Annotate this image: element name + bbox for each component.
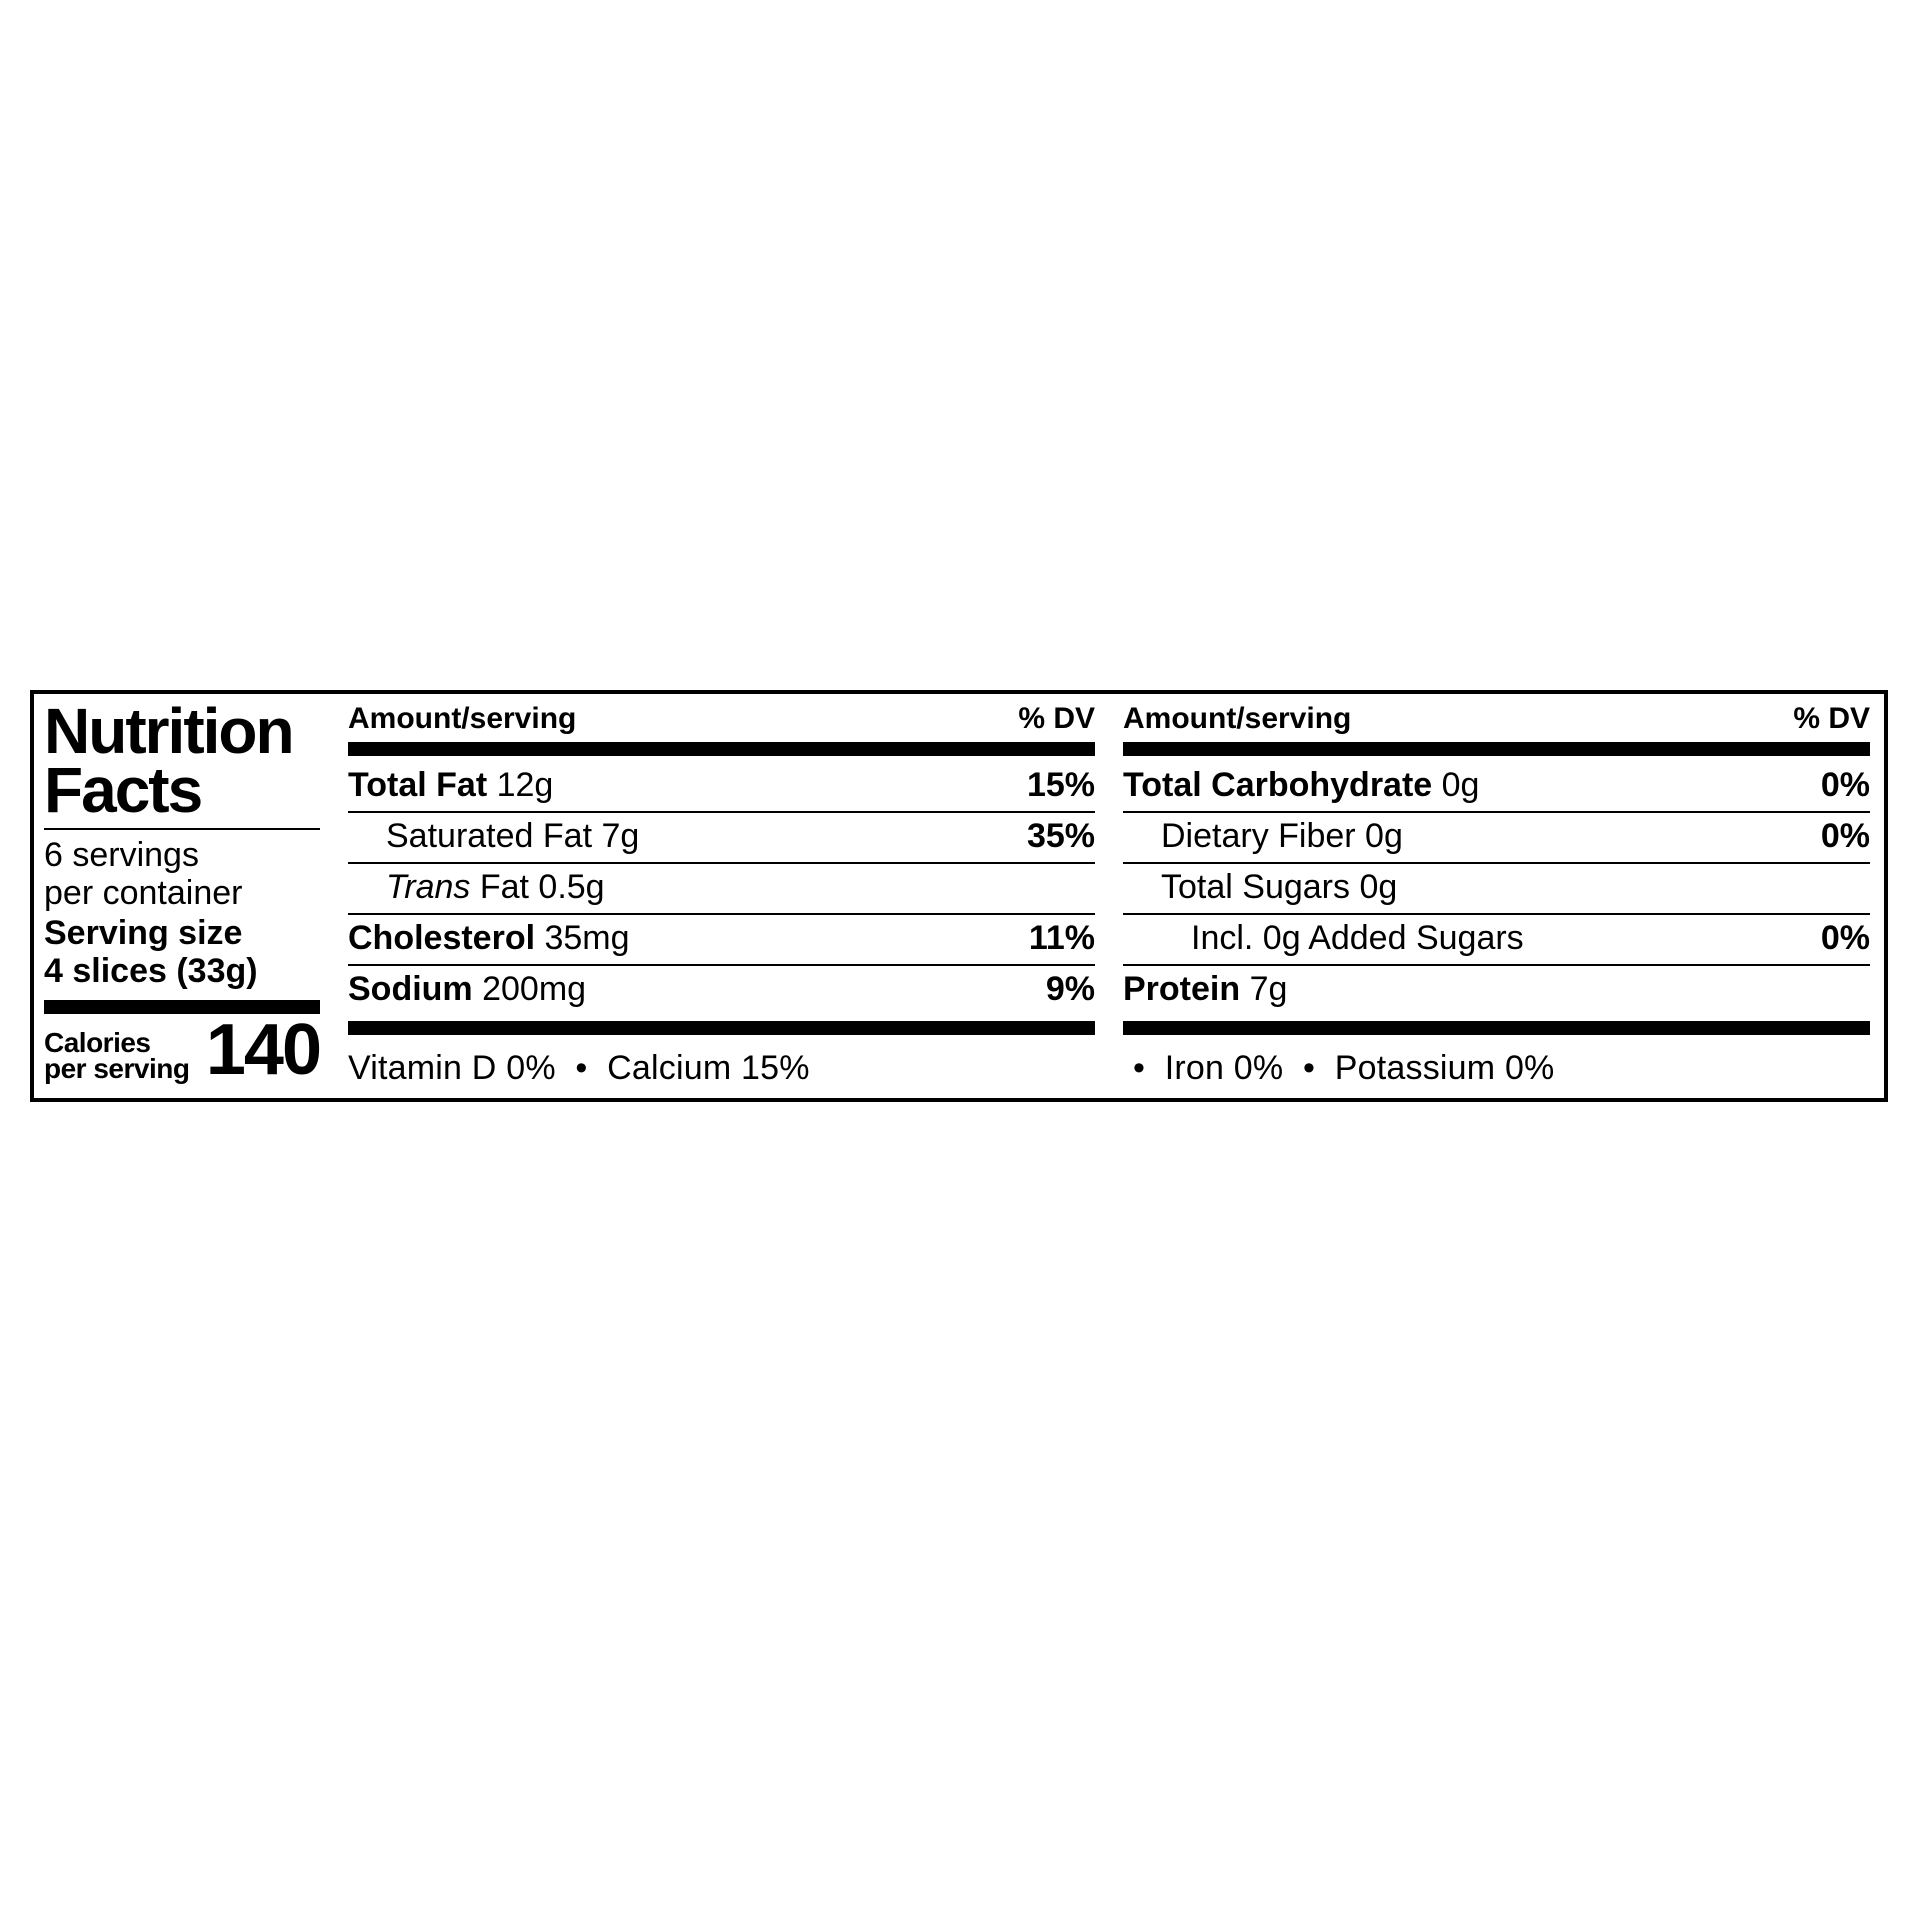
calories-l1: Calories [44,1030,189,1057]
nutrient-label: Total Carbohydrate 0g [1123,766,1479,805]
nutrient-dv: 0% [1821,919,1870,958]
nutrient-dv: 35% [1027,817,1095,856]
vitamins-row-left: Vitamin D 0% • Calcium 15% [348,1041,1095,1088]
nutrient-label: Total Fat 12g [348,766,553,805]
bullet-icon: • [1293,1049,1325,1087]
panel-title: Nutrition Facts [44,702,320,820]
vitamin-d: Vitamin D 0% [348,1049,556,1087]
header-dv: % DV [1018,702,1095,736]
nutrient-column-1: Amount/serving % DV Total Fat 12g 15% Sa… [334,694,1109,1098]
total-sugars-row: Total Sugars 0g [1123,864,1870,915]
calories-value: 140 [206,1018,320,1083]
calories-row: Calories per serving 140 [44,1018,320,1083]
serving-size: Serving size 4 slices (33g) [44,914,320,990]
nutrient-label: Trans Fat 0.5g [348,868,605,907]
vitamins-row-right: • Iron 0% • Potassium 0% [1123,1041,1870,1088]
calories-label: Calories per serving [44,1030,189,1083]
nutrient-label: Protein 7g [1123,970,1287,1009]
servings-l1: 6 servings [44,836,199,874]
servings-l2: per container [44,874,242,912]
column-header: Amount/serving % DV [348,702,1095,736]
nutrient-dv: 9% [1046,970,1095,1009]
total-carb-row: Total Carbohydrate 0g 0% [1123,762,1870,813]
nutrient-dv: 15% [1027,766,1095,805]
trans-fat-row: Trans Fat 0.5g [348,864,1095,915]
thick-divider [348,742,1095,756]
header-dv: % DV [1793,702,1870,736]
thick-divider [1123,742,1870,756]
nutrient-dv: 11% [1029,919,1095,958]
servsize-l2: 4 slices (33g) [44,952,258,990]
nutrition-facts-panel: Nutrition Facts 6 servings per container… [30,690,1888,1102]
saturated-fat-row: Saturated Fat 7g 35% [348,813,1095,864]
potassium: Potassium 0% [1335,1049,1555,1087]
nutrient-label: Sodium 200mg [348,970,586,1009]
divider [44,828,320,830]
protein-row: Protein 7g [1123,966,1870,1015]
dietary-fiber-row: Dietary Fiber 0g 0% [1123,813,1870,864]
header-amount: Amount/serving [1123,702,1351,736]
sodium-row: Sodium 200mg 9% [348,966,1095,1015]
title-line2: Facts [44,754,201,826]
cholesterol-row: Cholesterol 35mg 11% [348,915,1095,966]
bullet-icon: • [565,1049,597,1087]
nutrient-label: Cholesterol 35mg [348,919,630,958]
header-amount: Amount/serving [348,702,576,736]
column-header: Amount/serving % DV [1123,702,1870,736]
bullet-icon: • [1123,1049,1155,1087]
servings-per-container: 6 servings per container [44,836,320,912]
thick-divider [348,1021,1095,1035]
nutrient-label: Incl. 0g Added Sugars [1123,919,1524,958]
nutrient-label: Total Sugars 0g [1123,868,1397,907]
calories-l2: per serving [44,1056,189,1083]
added-sugars-row: Incl. 0g Added Sugars 0% [1123,915,1870,966]
nutrient-label: Saturated Fat 7g [348,817,639,856]
nutrient-dv: 0% [1821,766,1870,805]
servsize-l1: Serving size [44,914,242,952]
calcium: Calcium 15% [607,1049,810,1087]
nutrient-label: Dietary Fiber 0g [1123,817,1403,856]
total-fat-row: Total Fat 12g 15% [348,762,1095,813]
left-column: Nutrition Facts 6 servings per container… [34,694,334,1098]
thick-divider [1123,1021,1870,1035]
iron: Iron 0% [1165,1049,1284,1087]
nutrient-column-2: Amount/serving % DV Total Carbohydrate 0… [1109,694,1884,1098]
nutrient-dv: 0% [1821,817,1870,856]
